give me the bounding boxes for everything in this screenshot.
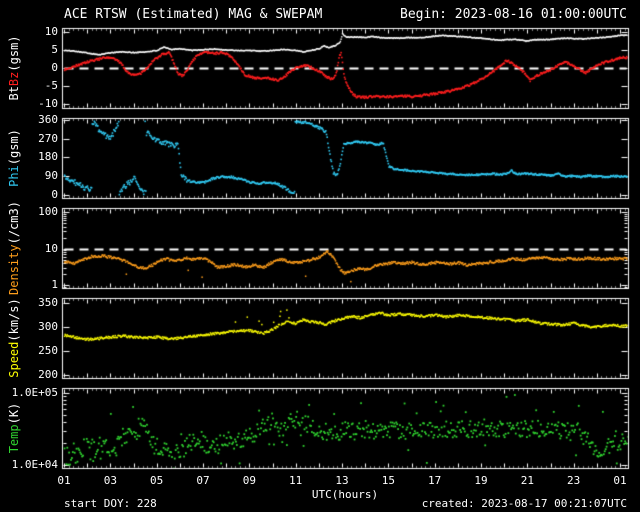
y-axis-title-part: (gsm) bbox=[7, 35, 21, 72]
x-tick-label: 03 bbox=[103, 474, 117, 487]
y-tick-label-bt-bz: -10 bbox=[38, 97, 58, 111]
y-axis-title-part: (gsm) bbox=[7, 129, 21, 166]
y-axis-title-part: Temp bbox=[7, 424, 21, 454]
y-tick-label-density: 1 bbox=[51, 278, 58, 292]
x-tick-label: 05 bbox=[150, 474, 164, 487]
y-axis-title-part: (km/s) bbox=[7, 298, 21, 342]
x-tick-label: 15 bbox=[381, 474, 395, 487]
y-axis-title-part: Speed bbox=[7, 341, 21, 378]
y-axis-title-part: Phi bbox=[7, 165, 21, 187]
y-tick-label-bt-bz: -5 bbox=[44, 79, 58, 93]
x-tick-label: 21 bbox=[520, 474, 534, 487]
x-tick-label: 07 bbox=[196, 474, 210, 487]
x-tick-label: 17 bbox=[428, 474, 442, 487]
y-tick-label-temp: 1.0E+04 bbox=[11, 458, 58, 472]
y-axis-title-bt-bz: Bt Bz (gsm) bbox=[6, 28, 22, 108]
begin-timestamp: Begin: 2023-08-16 01:00:00UTC bbox=[400, 7, 627, 22]
created-timestamp: created: 2023-08-17 00:21:07UTC bbox=[421, 497, 627, 510]
y-tick-label-phi: 180 bbox=[38, 150, 58, 164]
x-tick-label: 11 bbox=[289, 474, 303, 487]
y-tick-label-bt-bz: 5 bbox=[51, 42, 58, 56]
x-tick-label: 19 bbox=[474, 474, 488, 487]
x-tick-label: 01 bbox=[57, 474, 71, 487]
y-tick-label-phi: 270 bbox=[38, 131, 58, 145]
y-tick-label-bt-bz: 10 bbox=[44, 24, 58, 38]
y-axis-title-part: (K) bbox=[7, 402, 21, 425]
y-axis-title-temp: Temp (K) bbox=[6, 388, 22, 468]
y-axis-title-speed: Speed (km/s) bbox=[6, 298, 22, 378]
plot-title: ACE RTSW (Estimated) MAG & SWEPAM bbox=[64, 7, 323, 22]
x-tick-label: 13 bbox=[335, 474, 349, 487]
y-tick-label-phi: 90 bbox=[44, 168, 58, 182]
y-tick-label-density: 100 bbox=[38, 205, 58, 219]
x-axis-title: UTC(hours) bbox=[311, 488, 379, 501]
y-tick-label-phi: 360 bbox=[38, 113, 58, 127]
y-tick-label-speed: 250 bbox=[38, 343, 58, 357]
x-tick-label: 09 bbox=[242, 474, 256, 487]
x-tick-label: 01 bbox=[613, 474, 627, 487]
y-tick-label-speed: 350 bbox=[38, 295, 58, 309]
y-axis-title-phi: Phi (gsm) bbox=[6, 118, 22, 198]
y-tick-label-temp: 1.0E+05 bbox=[11, 385, 58, 399]
y-tick-label-bt-bz: 0 bbox=[51, 61, 58, 74]
y-axis-title-part: Bz bbox=[7, 71, 21, 87]
y-tick-label-speed: 300 bbox=[38, 319, 58, 333]
y-tick-label-phi: 0 bbox=[51, 187, 58, 201]
y-axis-title-density: Density (/cm3) bbox=[6, 201, 22, 295]
y-axis-title-part: (/cm3) bbox=[7, 201, 21, 245]
x-tick-label: 23 bbox=[567, 474, 581, 487]
y-tick-label-density: 10 bbox=[44, 241, 58, 255]
start-doy-label: start DOY: 228 bbox=[64, 497, 157, 510]
y-tick-label-speed: 200 bbox=[38, 367, 58, 381]
y-axis-title-part: Bt bbox=[7, 86, 21, 101]
y-axis-title-part: Density bbox=[7, 244, 21, 295]
